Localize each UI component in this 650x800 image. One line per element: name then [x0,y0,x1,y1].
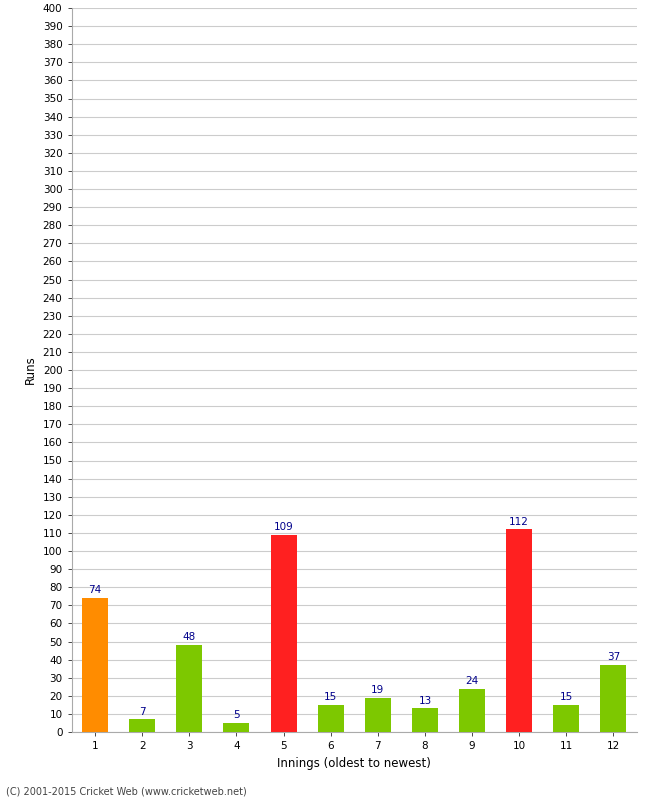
Text: 5: 5 [233,710,240,720]
Y-axis label: Runs: Runs [24,356,37,384]
Text: 13: 13 [419,696,432,706]
Bar [129,719,155,732]
Text: 112: 112 [509,517,529,526]
Bar [412,709,438,732]
Text: 109: 109 [274,522,293,532]
X-axis label: Innings (oldest to newest): Innings (oldest to newest) [278,757,431,770]
Bar [176,645,202,732]
Bar [459,689,485,732]
Bar [318,705,344,732]
Bar [506,530,532,732]
Text: 74: 74 [88,586,101,595]
Text: 15: 15 [324,692,337,702]
Bar [224,723,250,732]
Bar [365,698,391,732]
Text: 7: 7 [139,706,146,717]
Bar [601,665,627,732]
Text: 48: 48 [183,633,196,642]
Bar [553,705,579,732]
Bar [82,598,108,732]
Text: 37: 37 [607,652,620,662]
Text: (C) 2001-2015 Cricket Web (www.cricketweb.net): (C) 2001-2015 Cricket Web (www.cricketwe… [6,786,247,796]
Text: 15: 15 [560,692,573,702]
Text: 24: 24 [465,676,478,686]
Text: 19: 19 [371,685,384,695]
Bar [270,534,296,732]
